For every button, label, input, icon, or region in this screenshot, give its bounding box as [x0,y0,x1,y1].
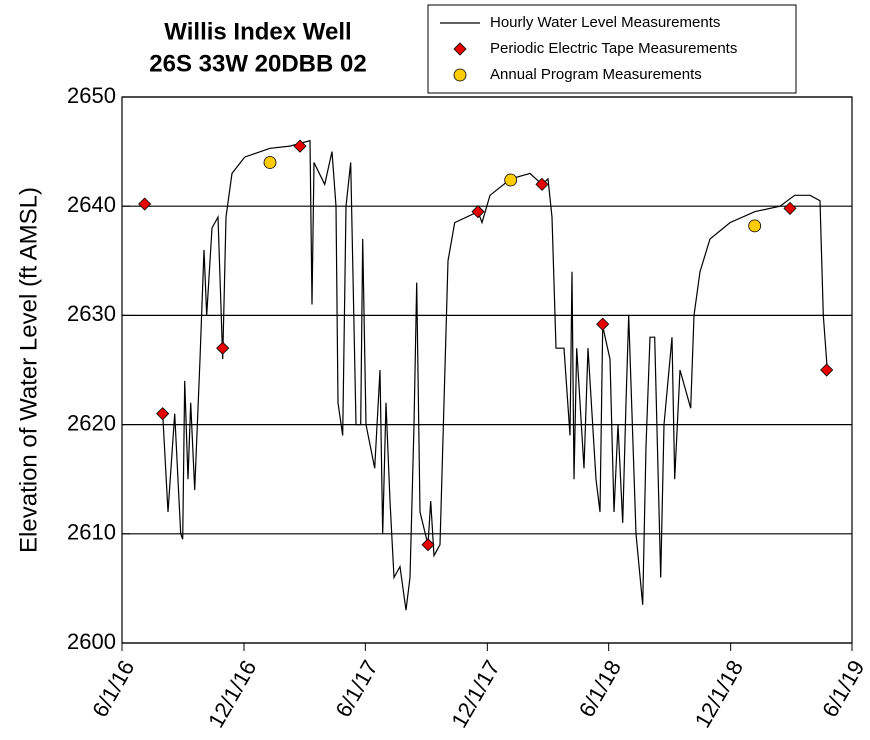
diamond-marker [596,317,610,331]
chart-subtitle: 26S 33W 20DBB 02 [149,50,366,77]
y-tick-label: 2620 [67,410,116,435]
y-tick-label: 2610 [67,520,116,545]
diamond-marker [535,177,549,191]
plot-frame [121,96,853,644]
y-tick-label: 2640 [67,192,116,217]
diamond-marker [156,407,170,421]
diamond-marker [216,341,230,355]
x-tick-label: 6/1/17 [330,656,382,721]
legend-marker [453,42,467,56]
legend-label: Periodic Electric Tape Measurements [490,40,737,57]
x-tick-label: 6/1/19 [817,656,869,721]
circle-marker [504,173,518,187]
x-tick-label: 12/1/17 [446,656,504,732]
legend-marker [453,68,467,82]
circle-marker [748,219,762,233]
diamond-marker [471,205,485,219]
legend-box [427,4,797,94]
diamond-marker [138,197,152,211]
diamond-marker [293,139,307,153]
x-tick-label: 12/1/16 [203,656,261,732]
y-tick-label: 2630 [67,301,116,326]
y-tick-label: 2650 [67,83,116,108]
x-tick-label: 6/1/16 [87,656,139,721]
chart-title: Willis Index Well [164,18,351,45]
diamond-marker [783,201,797,215]
legend-label: Annual Program Measurements [490,66,702,83]
legend-label: Hourly Water Level Measurements [490,14,720,31]
y-axis-label: Elevation of Water Level (ft AMSL) [15,187,42,553]
y-tick-label: 2600 [67,629,116,654]
diamond-marker [820,363,834,377]
x-tick-label: 12/1/18 [690,656,748,732]
circle-marker [263,156,277,169]
x-tick-label: 6/1/18 [574,656,626,721]
water-level-line [162,139,828,611]
diamond-marker [421,538,435,552]
